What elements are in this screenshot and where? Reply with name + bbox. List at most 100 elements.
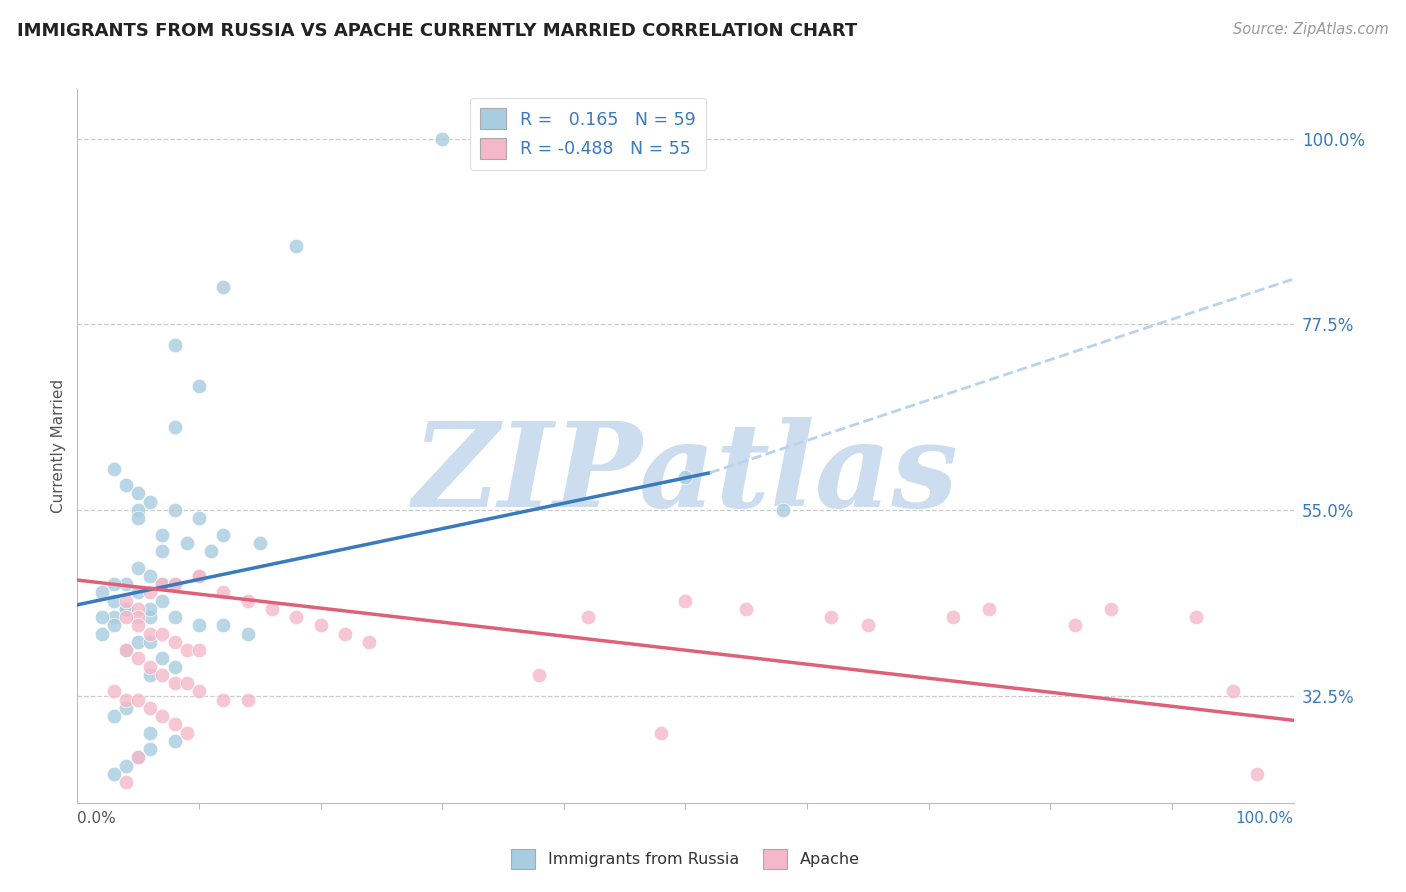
Point: [163, 717, 186, 731]
Point: [127, 511, 149, 525]
Point: [163, 734, 186, 748]
Point: [139, 569, 162, 583]
Point: [1099, 602, 1122, 616]
Point: [127, 610, 149, 624]
Point: [103, 461, 125, 475]
Point: [152, 527, 174, 541]
Point: [103, 767, 125, 781]
Point: [309, 618, 332, 632]
Point: [115, 602, 138, 616]
Point: [152, 577, 174, 591]
Point: [979, 602, 1001, 616]
Point: [212, 585, 235, 599]
Point: [127, 503, 149, 517]
Point: [188, 569, 211, 583]
Point: [772, 503, 794, 517]
Y-axis label: Currently Married: Currently Married: [51, 379, 66, 513]
Point: [163, 420, 186, 434]
Point: [212, 280, 235, 294]
Point: [103, 618, 125, 632]
Point: [139, 610, 162, 624]
Point: [115, 577, 138, 591]
Point: [139, 585, 162, 599]
Text: 100.0%: 100.0%: [1236, 811, 1294, 826]
Point: [576, 610, 599, 624]
Point: [152, 651, 174, 665]
Point: [115, 643, 138, 657]
Point: [139, 701, 162, 715]
Point: [103, 577, 125, 591]
Point: [115, 593, 138, 607]
Point: [856, 618, 879, 632]
Point: [127, 486, 149, 500]
Point: [115, 775, 138, 789]
Point: [90, 610, 112, 624]
Point: [188, 511, 211, 525]
Point: [139, 742, 162, 756]
Point: [152, 593, 174, 607]
Point: [820, 610, 842, 624]
Point: [115, 701, 138, 715]
Point: [942, 610, 965, 624]
Text: Source: ZipAtlas.com: Source: ZipAtlas.com: [1233, 22, 1389, 37]
Point: [115, 602, 138, 616]
Point: [152, 544, 174, 558]
Point: [176, 725, 198, 739]
Point: [1063, 618, 1085, 632]
Point: [176, 536, 198, 550]
Point: [249, 536, 271, 550]
Point: [163, 659, 186, 673]
Point: [115, 610, 138, 624]
Point: [139, 659, 162, 673]
Legend: Immigrants from Russia, Apache: Immigrants from Russia, Apache: [503, 841, 868, 877]
Point: [163, 577, 186, 591]
Point: [260, 602, 283, 616]
Point: [163, 635, 186, 649]
Point: [1222, 684, 1244, 698]
Point: [103, 684, 125, 698]
Point: [139, 494, 162, 508]
Point: [359, 635, 381, 649]
Point: [163, 577, 186, 591]
Point: [127, 635, 149, 649]
Point: [675, 470, 697, 484]
Point: [163, 577, 186, 591]
Point: [236, 593, 259, 607]
Point: [127, 585, 149, 599]
Point: [103, 593, 125, 607]
Point: [152, 577, 174, 591]
Point: [163, 676, 186, 690]
Point: [127, 692, 149, 706]
Point: [163, 610, 186, 624]
Point: [176, 676, 198, 690]
Point: [176, 643, 198, 657]
Point: [152, 668, 174, 682]
Point: [115, 643, 138, 657]
Point: [236, 692, 259, 706]
Point: [430, 131, 453, 145]
Point: [115, 692, 138, 706]
Point: [115, 478, 138, 492]
Point: [529, 668, 551, 682]
Point: [650, 725, 672, 739]
Point: [285, 239, 308, 253]
Point: [127, 560, 149, 574]
Point: [152, 709, 174, 723]
Point: [103, 709, 125, 723]
Point: [212, 527, 235, 541]
Text: 0.0%: 0.0%: [77, 811, 117, 826]
Point: [188, 379, 211, 393]
Point: [188, 643, 211, 657]
Point: [1246, 767, 1268, 781]
Point: [200, 544, 222, 558]
Point: [163, 338, 186, 352]
Point: [163, 503, 186, 517]
Text: IMMIGRANTS FROM RUSSIA VS APACHE CURRENTLY MARRIED CORRELATION CHART: IMMIGRANTS FROM RUSSIA VS APACHE CURRENT…: [17, 22, 858, 40]
Point: [212, 618, 235, 632]
Point: [115, 758, 138, 772]
Point: [127, 602, 149, 616]
Point: [90, 585, 112, 599]
Point: [139, 635, 162, 649]
Point: [333, 626, 356, 640]
Point: [139, 725, 162, 739]
